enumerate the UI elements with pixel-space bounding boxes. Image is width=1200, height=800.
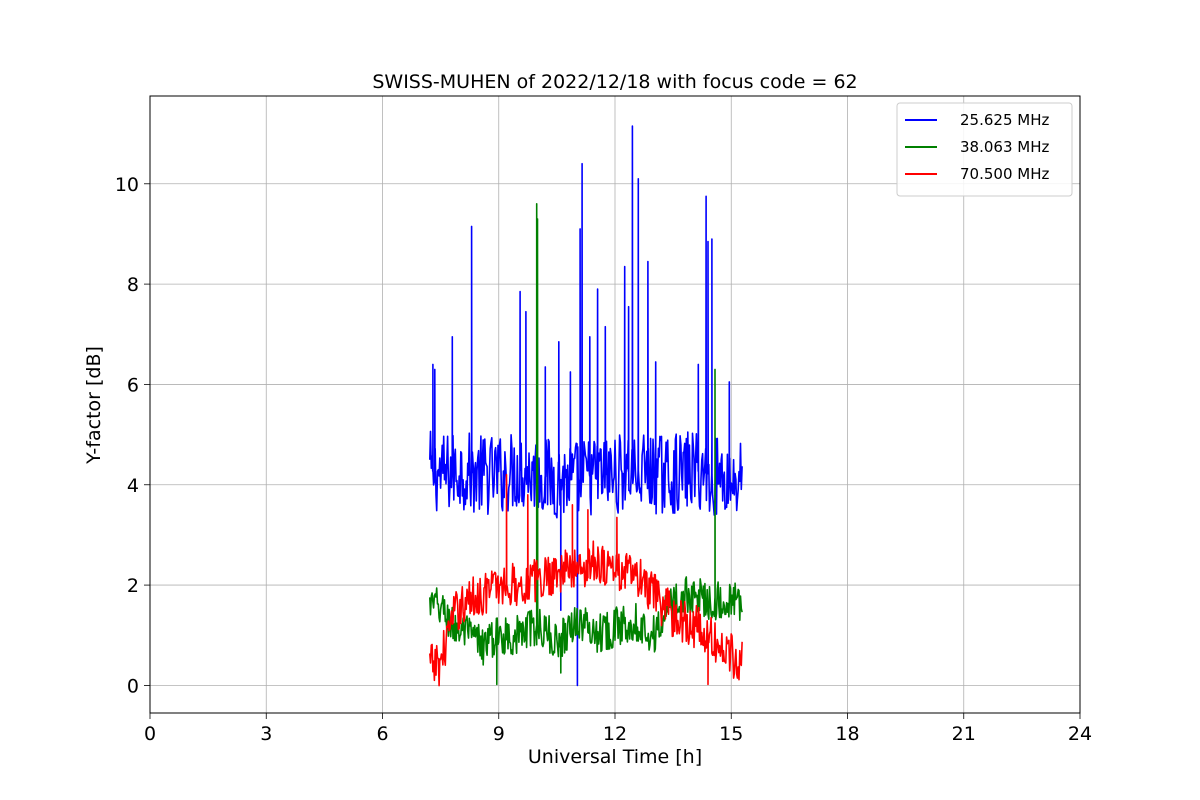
y-axis-ticks: 0 2 4 6 8 10 (115, 174, 150, 697)
x-tick-label: 0 (144, 723, 156, 745)
x-tick-label: 9 (493, 723, 505, 745)
y-tick-label: 2 (127, 575, 139, 597)
y-tick-label: 4 (127, 475, 139, 497)
y-tick-label: 8 (127, 274, 139, 296)
x-tick-label: 3 (260, 723, 272, 745)
x-tick-label: 6 (376, 723, 388, 745)
x-tick-label: 12 (603, 723, 627, 745)
legend-box (896, 102, 1073, 197)
legend-label: 38.063 MHz (960, 138, 1049, 156)
legend-label: 70.500 MHz (960, 165, 1049, 183)
x-axis-ticks: 0 3 6 9 12 15 18 21 24 (144, 713, 1092, 745)
legend: 25.625 MHz 38.063 MHz 70.500 MHz (896, 102, 1073, 197)
series-line-1 (429, 125, 743, 687)
y-tick-label: 6 (127, 374, 139, 396)
y-tick-label: 0 (127, 675, 139, 697)
plot-series (429, 125, 743, 687)
x-tick-label: 24 (1068, 723, 1092, 745)
y-axis-label: Y-factor [dB] (83, 346, 105, 465)
x-axis-label: Universal Time [h] (528, 746, 702, 768)
y-tick-label: 10 (115, 174, 139, 196)
chart-title: SWISS-MUHEN of 2022/12/18 with focus cod… (372, 71, 857, 93)
series-line-3 (429, 473, 743, 687)
x-tick-label: 18 (835, 723, 859, 745)
x-tick-label: 21 (952, 723, 976, 745)
x-tick-label: 15 (719, 723, 743, 745)
legend-label: 25.625 MHz (960, 111, 1049, 129)
